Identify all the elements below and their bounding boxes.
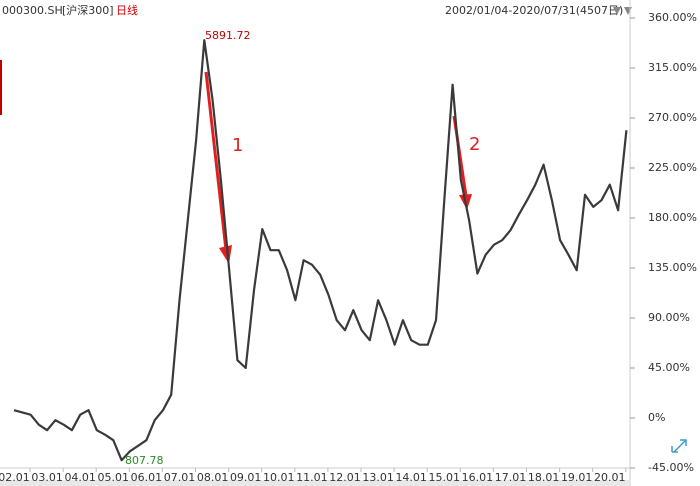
annotation: 2 bbox=[469, 134, 480, 155]
price-line bbox=[13, 39, 628, 462]
y-tick-label: -45.00% bbox=[648, 461, 694, 474]
low-label: 807.78 bbox=[125, 454, 164, 467]
x-tick-label: 04.01 bbox=[64, 471, 96, 484]
x-tick-label: 15.01 bbox=[429, 471, 461, 484]
stock-name: [沪深300] bbox=[62, 3, 114, 17]
stock-code: 000300.SH bbox=[2, 4, 63, 17]
high-label: 5891.72 bbox=[205, 29, 251, 42]
x-tick-label: 10.01 bbox=[263, 471, 295, 484]
scrollbar[interactable] bbox=[0, 480, 630, 486]
x-tick-label: 14.01 bbox=[395, 471, 427, 484]
x-tick-label: 11.01 bbox=[296, 471, 328, 484]
y-tick-label: 180.00% bbox=[648, 211, 697, 224]
x-tick-label: 06.01 bbox=[131, 471, 163, 484]
arrow bbox=[204, 71, 228, 251]
y-tick-label: 90.00% bbox=[648, 311, 690, 324]
period: 日线 bbox=[116, 3, 138, 17]
expand-icon[interactable] bbox=[671, 439, 687, 453]
date-range: 2002/01/04-2020/07/31(4507日) bbox=[445, 4, 623, 17]
x-tick-label: 16.01 bbox=[462, 471, 494, 484]
y-tick-label: 315.00% bbox=[648, 61, 697, 74]
y-tick-label: 135.00% bbox=[648, 261, 697, 274]
y-tick-label: 270.00% bbox=[648, 111, 697, 124]
x-tick-label: 02.01 bbox=[0, 471, 30, 484]
dropdown[interactable] bbox=[613, 7, 621, 15]
x-tick-label: 19.01 bbox=[561, 471, 593, 484]
x-tick-label: 07.01 bbox=[164, 471, 196, 484]
x-tick-label: 13.01 bbox=[362, 471, 394, 484]
x-tick-label: 20.01 bbox=[594, 471, 626, 484]
x-tick-label: 12.01 bbox=[329, 471, 361, 484]
y-tick-label: 360.00% bbox=[648, 11, 697, 24]
x-tick-label: 18.01 bbox=[528, 471, 560, 484]
y-tick-label: 225.00% bbox=[648, 161, 697, 174]
x-tick-label: 17.01 bbox=[495, 471, 527, 484]
x-tick-label: 05.01 bbox=[98, 471, 130, 484]
x-tick-label: 09.01 bbox=[230, 471, 262, 484]
x-tick-label: 08.01 bbox=[197, 471, 229, 484]
x-tick-label: 03.01 bbox=[31, 471, 63, 484]
y-tick-label: 0% bbox=[648, 411, 665, 424]
annotation: 1 bbox=[232, 135, 243, 156]
side-marker bbox=[0, 60, 2, 115]
y-tick-label: 45.00% bbox=[648, 361, 690, 374]
